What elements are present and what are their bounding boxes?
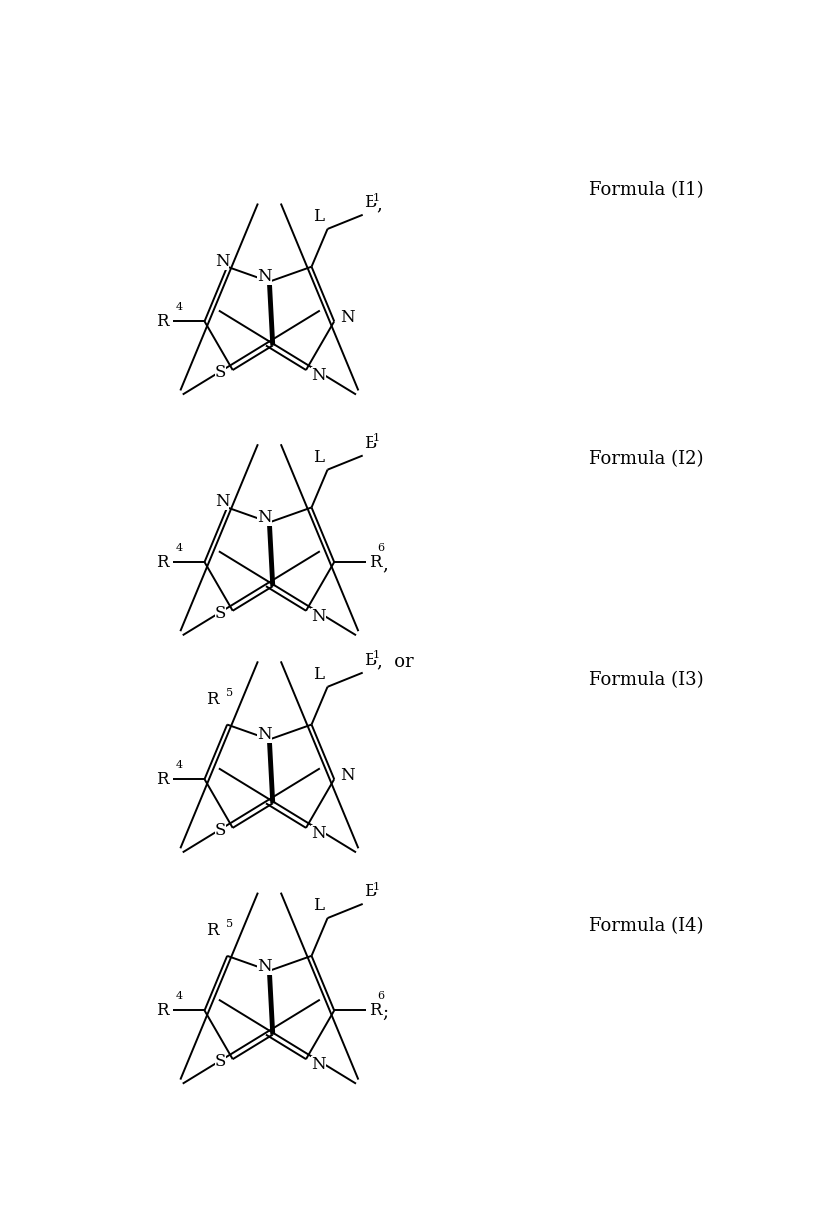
Text: 1: 1 — [373, 192, 380, 202]
Text: ,: , — [382, 555, 388, 573]
Text: R: R — [370, 1002, 382, 1019]
Text: N: N — [257, 268, 271, 286]
Text: R: R — [156, 1002, 168, 1019]
Text: ,: , — [377, 195, 383, 213]
Text: N: N — [311, 368, 326, 384]
Text: ;: ; — [382, 1003, 389, 1021]
Text: B: B — [364, 652, 376, 669]
Text: 4: 4 — [176, 543, 183, 553]
Text: B: B — [364, 194, 376, 211]
Text: R: R — [370, 554, 382, 570]
Text: 1: 1 — [373, 881, 380, 891]
Text: 6: 6 — [377, 991, 384, 1002]
Text: S: S — [215, 606, 226, 622]
Text: R: R — [156, 771, 168, 787]
Text: L: L — [313, 449, 323, 466]
Text: R: R — [156, 554, 168, 570]
Text: R: R — [205, 690, 219, 707]
Text: S: S — [215, 364, 226, 381]
Text: N: N — [257, 726, 271, 743]
Text: Formula (I4): Formula (I4) — [589, 917, 704, 935]
Text: ,  or: , or — [377, 652, 413, 671]
Text: Formula (I2): Formula (I2) — [589, 450, 704, 467]
Text: 5: 5 — [226, 688, 233, 698]
Text: N: N — [257, 509, 271, 526]
Text: S: S — [215, 1053, 226, 1070]
Text: 4: 4 — [176, 302, 183, 311]
Text: 1: 1 — [373, 433, 380, 444]
Text: B: B — [364, 883, 376, 900]
Text: R: R — [156, 313, 168, 330]
Text: N: N — [311, 825, 326, 842]
Text: R: R — [205, 922, 219, 939]
Text: Formula (I3): Formula (I3) — [589, 672, 704, 689]
Text: B: B — [364, 435, 376, 451]
Text: L: L — [313, 666, 323, 683]
Text: N: N — [214, 493, 229, 510]
Text: Formula (I1): Formula (I1) — [589, 180, 704, 199]
Text: N: N — [311, 608, 326, 625]
Text: 5: 5 — [226, 920, 233, 929]
Text: L: L — [313, 208, 323, 226]
Text: L: L — [313, 897, 323, 915]
Text: 4: 4 — [176, 991, 183, 1002]
Text: N: N — [311, 1057, 326, 1073]
Text: N: N — [341, 767, 356, 783]
Text: 6: 6 — [377, 543, 384, 553]
Text: 4: 4 — [176, 760, 183, 770]
Text: S: S — [215, 823, 226, 840]
Text: 1: 1 — [373, 650, 380, 661]
Text: N: N — [341, 309, 356, 326]
Text: N: N — [214, 253, 229, 270]
Text: N: N — [257, 958, 271, 975]
